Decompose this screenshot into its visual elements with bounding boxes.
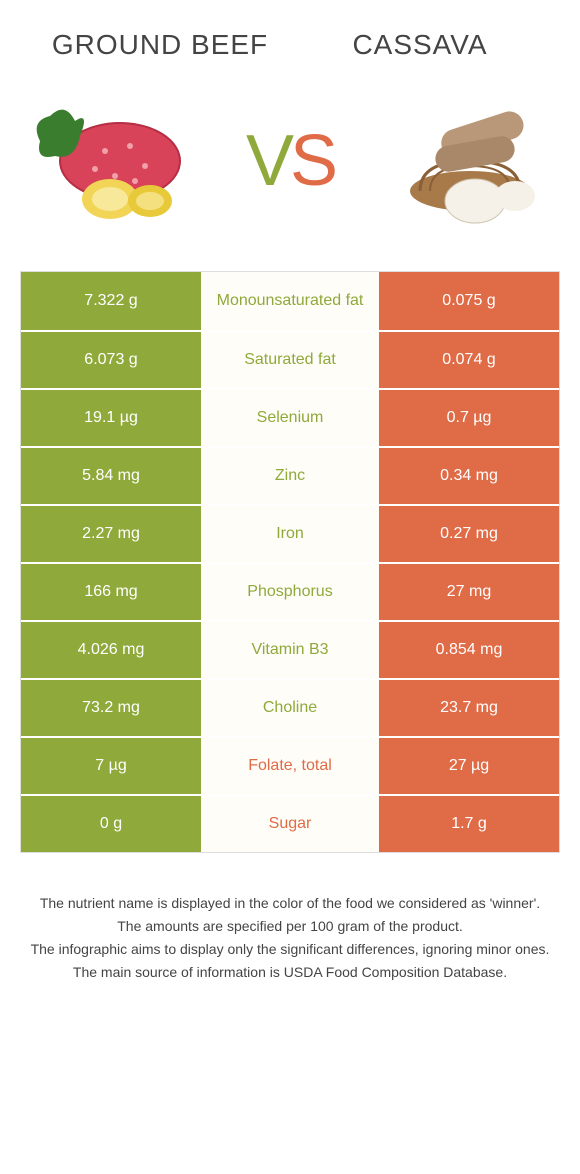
left-value-cell: 4.026 mg <box>21 622 201 678</box>
table-row: 19.1 µgSelenium0.7 µg <box>21 388 559 446</box>
nutrient-label-cell: Iron <box>201 506 379 562</box>
nutrient-table: 7.322 gMonounsaturated fat0.075 g6.073 g… <box>20 271 560 853</box>
table-row: 6.073 gSaturated fat0.074 g <box>21 330 559 388</box>
left-value-cell: 5.84 mg <box>21 448 201 504</box>
nutrient-label-cell: Selenium <box>201 390 379 446</box>
table-row: 5.84 mgZinc0.34 mg <box>21 446 559 504</box>
nutrient-label-cell: Folate, total <box>201 738 379 794</box>
table-row: 73.2 mgCholine23.7 mg <box>21 678 559 736</box>
table-row: 4.026 mgVitamin B30.854 mg <box>21 620 559 678</box>
right-value-cell: 0.075 g <box>379 272 559 330</box>
nutrient-label-cell: Sugar <box>201 796 379 852</box>
table-row: 7.322 gMonounsaturated fat0.075 g <box>21 272 559 330</box>
footer-line: The main source of information is USDA F… <box>30 962 550 983</box>
right-value-cell: 0.854 mg <box>379 622 559 678</box>
left-value-cell: 7.322 g <box>21 272 201 330</box>
nutrient-label-cell: Monounsaturated fat <box>201 272 379 330</box>
nutrient-label-cell: Choline <box>201 680 379 736</box>
footer-line: The amounts are specified per 100 gram o… <box>30 916 550 937</box>
right-value-cell: 0.074 g <box>379 332 559 388</box>
vs-label: VS <box>246 120 334 202</box>
left-value-cell: 2.27 mg <box>21 506 201 562</box>
nutrient-label-cell: Zinc <box>201 448 379 504</box>
footer-line: The infographic aims to display only the… <box>30 939 550 960</box>
table-row: 7 µgFolate, total27 µg <box>21 736 559 794</box>
left-food-title: GROUND BEEF <box>30 30 290 61</box>
left-value-cell: 166 mg <box>21 564 201 620</box>
right-value-cell: 23.7 mg <box>379 680 559 736</box>
nutrient-label-cell: Phosphorus <box>201 564 379 620</box>
vs-v: V <box>246 121 290 201</box>
left-value-cell: 7 µg <box>21 738 201 794</box>
right-value-cell: 27 µg <box>379 738 559 794</box>
nutrient-label-cell: Vitamin B3 <box>201 622 379 678</box>
footer-line: The nutrient name is displayed in the co… <box>30 893 550 914</box>
left-value-cell: 73.2 mg <box>21 680 201 736</box>
table-row: 0 gSugar1.7 g <box>21 794 559 852</box>
right-value-cell: 1.7 g <box>379 796 559 852</box>
nutrient-label-cell: Saturated fat <box>201 332 379 388</box>
header: GROUND BEEF CASSAVA <box>0 0 580 71</box>
cassava-image <box>380 91 560 231</box>
table-row: 2.27 mgIron0.27 mg <box>21 504 559 562</box>
right-food-title: CASSAVA <box>290 30 550 61</box>
right-value-cell: 0.27 mg <box>379 506 559 562</box>
ground-beef-image <box>20 91 200 231</box>
table-row: 166 mgPhosphorus27 mg <box>21 562 559 620</box>
right-value-cell: 27 mg <box>379 564 559 620</box>
vs-s: S <box>290 121 334 201</box>
footer-notes: The nutrient name is displayed in the co… <box>0 853 580 1005</box>
right-value-cell: 0.34 mg <box>379 448 559 504</box>
left-value-cell: 19.1 µg <box>21 390 201 446</box>
left-value-cell: 0 g <box>21 796 201 852</box>
images-row: VS <box>0 71 580 271</box>
right-value-cell: 0.7 µg <box>379 390 559 446</box>
left-value-cell: 6.073 g <box>21 332 201 388</box>
